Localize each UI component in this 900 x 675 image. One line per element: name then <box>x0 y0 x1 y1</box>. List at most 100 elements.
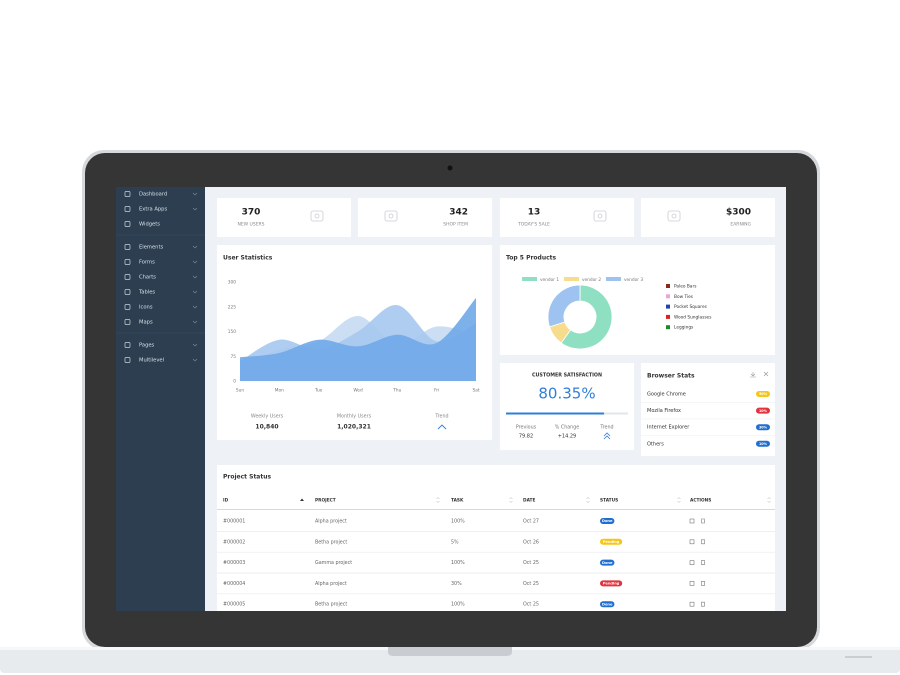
cell: #000002 <box>223 539 245 545</box>
cell: 100% <box>451 519 465 525</box>
submenu-chevron <box>192 260 198 264</box>
sidebar-icon <box>124 206 131 212</box>
delete-icon[interactable] <box>701 518 705 524</box>
product-name: Leggings <box>674 325 694 331</box>
stat-icon-dot <box>597 213 603 219</box>
delete-icon[interactable] <box>701 539 705 545</box>
sidebar-item[interactable]: Dashboard <box>139 192 167 198</box>
stat-icon-dot <box>314 213 320 219</box>
edit-icon[interactable] <box>689 560 695 565</box>
sidebar-item[interactable]: Pages <box>139 343 155 349</box>
stat-value: 342 <box>449 208 468 218</box>
product-swatch <box>666 304 670 309</box>
sort-icon[interactable] <box>300 498 304 502</box>
close-icon[interactable] <box>763 371 769 377</box>
sidebar-icon <box>124 274 131 280</box>
summary-value: 10,840 <box>255 424 278 431</box>
status-label: Pending <box>603 540 620 544</box>
product-name: Pocket Squares <box>674 304 708 310</box>
stat-label: NEW USERS <box>237 222 264 228</box>
sidebar-item[interactable]: Charts <box>139 275 156 281</box>
edit-icon[interactable] <box>689 539 695 545</box>
stat-card <box>500 198 634 237</box>
cell: Oct 25 <box>523 602 539 608</box>
sort-icon[interactable] <box>767 497 771 503</box>
area-series <box>240 297 476 381</box>
summary-label: Weekly Users <box>251 414 284 420</box>
stat-value: 13 <box>528 208 541 218</box>
badge <box>756 407 770 414</box>
cell: Oct 27 <box>523 519 539 525</box>
card-title: Top 5 Products <box>506 255 557 262</box>
legend-label: vendor 2 <box>582 277 601 283</box>
legend-swatch <box>606 277 621 281</box>
column-header: ID <box>223 498 229 504</box>
status-label: Done <box>602 602 613 606</box>
summary-value: 1,020,321 <box>337 424 371 431</box>
submenu-chevron <box>192 305 198 309</box>
stat-label: Previous <box>516 425 537 431</box>
badge <box>756 391 770 397</box>
product-name: Bow Ties <box>674 294 694 300</box>
stat-icon-dot <box>671 213 677 219</box>
status-label: Done <box>602 519 613 523</box>
status-label: Done <box>602 561 613 565</box>
sidebar-item[interactable]: Tables <box>138 290 155 296</box>
x-tick-label: Sun <box>236 388 244 394</box>
download-icon[interactable] <box>750 372 756 378</box>
sort-icon[interactable] <box>586 497 590 503</box>
stat-value: 370 <box>242 208 261 218</box>
submenu-chevron <box>192 245 198 249</box>
sidebar-item[interactable]: Widgets <box>139 222 160 228</box>
stat-label: Trend <box>599 425 613 431</box>
sidebar-icon <box>124 319 131 325</box>
sort-icon[interactable] <box>436 497 440 503</box>
satisfaction-value: 80.35% <box>538 385 595 403</box>
edit-icon[interactable] <box>689 581 695 586</box>
submenu-chevron <box>192 320 198 324</box>
card-title: Browser Stats <box>647 373 695 380</box>
sidebar-item[interactable]: Multilevel <box>139 358 164 364</box>
sidebar-item[interactable]: Forms <box>139 260 155 266</box>
badge-label: 30% <box>759 425 768 429</box>
cell: Alpha project <box>315 519 347 525</box>
legend-swatch <box>522 277 537 281</box>
delete-icon[interactable] <box>701 560 705 565</box>
y-tick-label: 150 <box>228 329 236 335</box>
cell: #000001 <box>223 519 245 525</box>
y-tick-label: 0 <box>233 379 236 385</box>
status-badge <box>600 601 615 608</box>
delete-icon[interactable] <box>701 581 705 586</box>
edit-icon[interactable] <box>689 518 695 524</box>
sidebar-item[interactable]: Maps <box>139 320 153 326</box>
status-badge <box>600 538 623 545</box>
customer-satisfaction-card <box>500 363 634 450</box>
cell: #000004 <box>223 581 245 587</box>
x-tick-label: Tue <box>314 388 323 394</box>
submenu-chevron <box>192 275 198 279</box>
summary-label: Trend <box>434 414 448 420</box>
sidebar-icon <box>124 289 131 295</box>
y-tick-label: 75 <box>231 354 237 360</box>
submenu-chevron <box>192 192 198 196</box>
screen: Dashboard Extra Apps Widgets Elements Forms C… <box>116 187 786 611</box>
sidebar-icon <box>124 357 131 363</box>
laptop-notch <box>388 647 512 656</box>
stat-label: TODAY'S SALE <box>517 222 550 228</box>
sort-icon[interactable] <box>509 497 513 503</box>
column-header: ACTIONS <box>690 498 711 504</box>
cell: 30% <box>451 581 462 587</box>
cell: Alpha project <box>315 581 347 587</box>
sidebar-item[interactable]: Elements <box>139 245 163 251</box>
edit-icon[interactable] <box>689 601 695 607</box>
sidebar-item[interactable]: Extra Apps <box>139 207 167 213</box>
delete-icon[interactable] <box>701 601 705 607</box>
donut-slice <box>560 284 613 350</box>
sidebar-item[interactable]: Icons <box>139 305 153 311</box>
cell: #000003 <box>223 560 245 566</box>
stat-label: EARNING <box>730 222 751 228</box>
product-swatch <box>666 314 670 319</box>
sort-icon[interactable] <box>677 497 681 503</box>
legend-label: vendor 1 <box>540 277 559 283</box>
